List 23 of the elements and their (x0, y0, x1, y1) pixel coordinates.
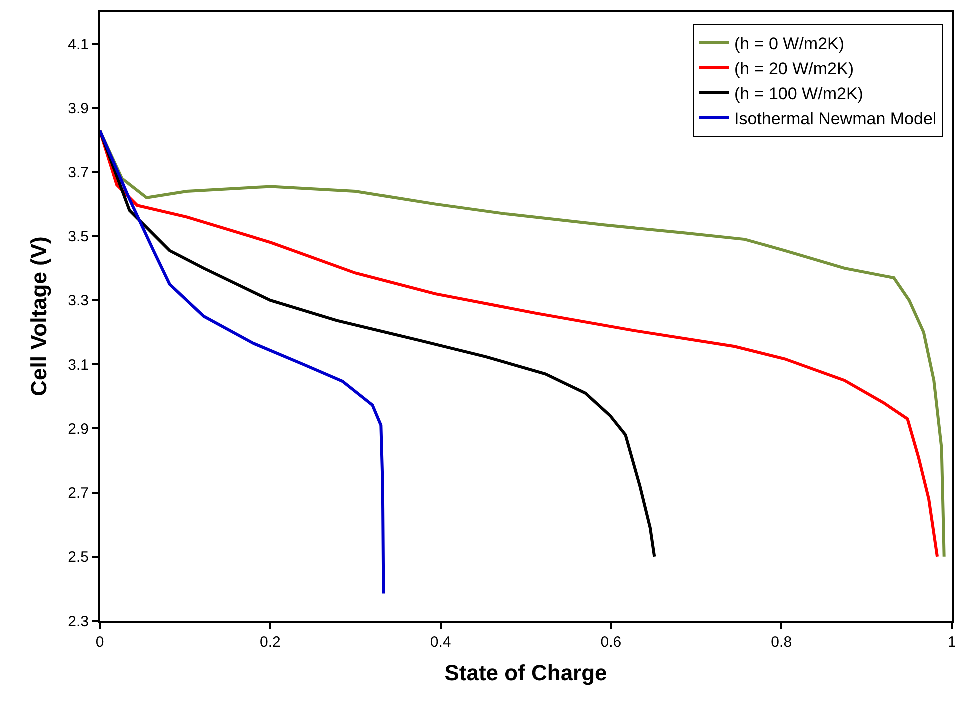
legend-label: (h = 0 W/m2K) (734, 34, 845, 54)
legend-label: (h = 100 W/m2K) (734, 84, 864, 104)
y-tick-label: 3.1 (68, 356, 89, 374)
y-tick-label: 2.5 (68, 549, 89, 566)
y-tick-label: 3.9 (68, 100, 89, 118)
legend-label: (h = 20 W/m2K) (734, 59, 854, 78)
x-tick-label: 0.6 (600, 634, 622, 651)
x-tick-label: 1 (948, 634, 956, 651)
line-series (100, 129, 386, 596)
legend-label: Isothermal Newman Model (734, 110, 937, 129)
y-tick-label: 4.1 (68, 36, 89, 54)
x-tick-label: 0.2 (260, 634, 281, 651)
y-tick-label: 2.3 (68, 613, 89, 630)
y-tick-label: 3.5 (68, 228, 89, 246)
y-axis-title: Cell Voltage (V) (26, 236, 52, 396)
y-tick-label: 2.7 (68, 485, 89, 502)
y-tick-label: 3.7 (68, 164, 89, 182)
x-tick-label: 0 (96, 634, 104, 651)
x-tick-label: 0.4 (430, 634, 452, 651)
x-tick-label: 0.8 (771, 634, 792, 651)
y-tick-label: 3.3 (68, 292, 89, 310)
y-tick-label: 2.9 (68, 420, 89, 438)
x-axis-title: State of Charge (444, 660, 608, 686)
